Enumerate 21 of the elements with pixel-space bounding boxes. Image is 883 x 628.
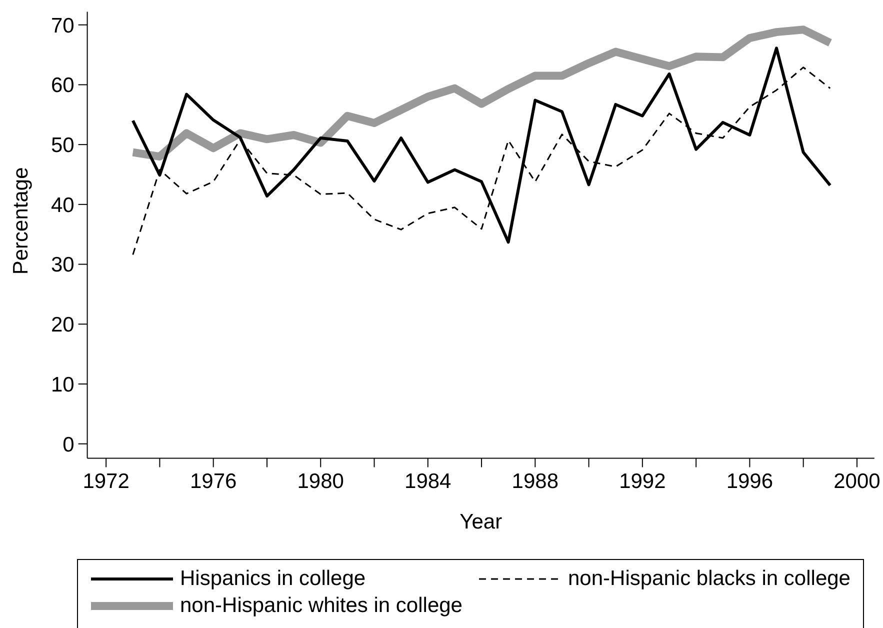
- y-tick-label: 50: [50, 134, 74, 158]
- x-tick-label: 1984: [404, 470, 452, 494]
- x-tick-label: 1976: [190, 470, 237, 494]
- x-tick-label: 1980: [297, 470, 344, 494]
- y-tick-label: 10: [50, 373, 74, 396]
- x-axis-title: Year: [460, 510, 502, 534]
- y-tick-label: 70: [50, 14, 74, 38]
- legend-label: non-Hispanic blacks in college: [568, 566, 850, 590]
- y-tick-label: 40: [50, 194, 74, 217]
- y-axis-title: Percentage: [10, 167, 32, 275]
- legend-label: non-Hispanic whites in college: [180, 594, 462, 618]
- y-tick-label: 60: [50, 74, 74, 98]
- y-tick-label: 20: [50, 314, 74, 337]
- y-tick-label: 30: [50, 254, 74, 277]
- legend-label: Hispanics in college: [180, 566, 366, 590]
- x-tick-label: 1996: [726, 470, 774, 494]
- x-tick-label: 1972: [82, 470, 130, 494]
- x-tick-label: 1988: [512, 470, 559, 494]
- x-tick-label: 2000: [834, 470, 880, 494]
- x-tick-label: 1992: [619, 470, 666, 494]
- y-tick-label: 0: [62, 433, 74, 456]
